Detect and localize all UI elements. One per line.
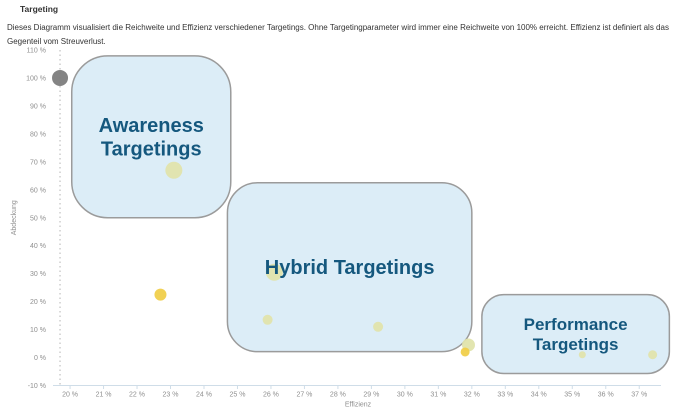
- y-tick-label: 110 %: [27, 48, 46, 55]
- x-tick-label: 35 %: [564, 392, 580, 399]
- x-tick-label: 20 %: [62, 392, 78, 399]
- x-tick-label: 25 %: [229, 392, 245, 399]
- annotation-label-hybrid: Hybrid Targetings: [265, 257, 435, 279]
- data-bubble-gold-bubbles[interactable]: [460, 347, 470, 357]
- y-tick-label: 10 %: [30, 327, 46, 334]
- x-tick-label: 22 %: [129, 392, 145, 399]
- y-tick-label: 100 %: [26, 75, 46, 82]
- annotation-box-performance: [481, 293, 671, 375]
- x-tick-label: 36 %: [598, 392, 614, 399]
- x-tick-label: 31 %: [430, 392, 446, 399]
- annotation-label-awareness: Awareness Targetings: [99, 115, 204, 161]
- annotation-box-hybrid: [226, 182, 473, 353]
- annotation-label-performance: Performance Targetings: [524, 315, 628, 354]
- y-tick-label: 40 %: [30, 243, 46, 250]
- y-tick-label: -10 %: [28, 383, 46, 390]
- data-bubble-gold-bubbles[interactable]: [154, 288, 167, 301]
- x-tick-label: 30 %: [397, 392, 413, 399]
- y-tick-label: 60 %: [30, 187, 46, 194]
- y-tick-label: 90 %: [30, 103, 46, 110]
- x-tick-label: 28 %: [330, 392, 346, 399]
- x-tick-label: 24 %: [196, 392, 212, 399]
- x-tick-label: 34 %: [531, 392, 547, 399]
- y-tick-label: 20 %: [30, 299, 46, 306]
- data-bubble-pale-bubbles[interactable]: [373, 321, 384, 332]
- y-tick-label: 70 %: [30, 159, 46, 166]
- y-tick-label: 80 %: [30, 131, 46, 138]
- data-bubble-pale-bubbles[interactable]: [265, 263, 283, 281]
- x-tick-label: 26 %: [263, 392, 279, 399]
- x-tick-label: 21 %: [96, 392, 112, 399]
- y-tick-label: 50 %: [30, 215, 46, 222]
- data-bubble-pale-bubbles[interactable]: [648, 350, 658, 360]
- data-bubble-pale-bubbles[interactable]: [578, 351, 586, 359]
- x-tick-label: 29 %: [363, 392, 379, 399]
- x-tick-label: 27 %: [296, 392, 312, 399]
- page-title: Targeting: [20, 4, 59, 14]
- description-line-1: Dieses Diagramm visualisiert die Reichwe…: [7, 23, 669, 32]
- x-tick-label: 32 %: [464, 392, 480, 399]
- x-tick-label: 23 %: [163, 392, 179, 399]
- y-tick-label: 30 %: [30, 271, 46, 278]
- data-bubble-gray-bubble[interactable]: [52, 69, 69, 86]
- data-bubble-pale-bubbles[interactable]: [262, 314, 273, 325]
- x-tick-label: 37 %: [631, 392, 647, 399]
- y-tick-label: 0 %: [34, 355, 46, 362]
- description-line-2: Gegenteil vom Streuverlust.: [7, 37, 106, 46]
- annotation-box-awareness: [70, 55, 232, 219]
- x-tick-label: 33 %: [497, 392, 513, 399]
- data-bubble-pale-bubbles[interactable]: [165, 161, 183, 179]
- y-axis-title: Abdeckung: [11, 200, 18, 235]
- x-axis-title: Effizienz: [345, 402, 372, 409]
